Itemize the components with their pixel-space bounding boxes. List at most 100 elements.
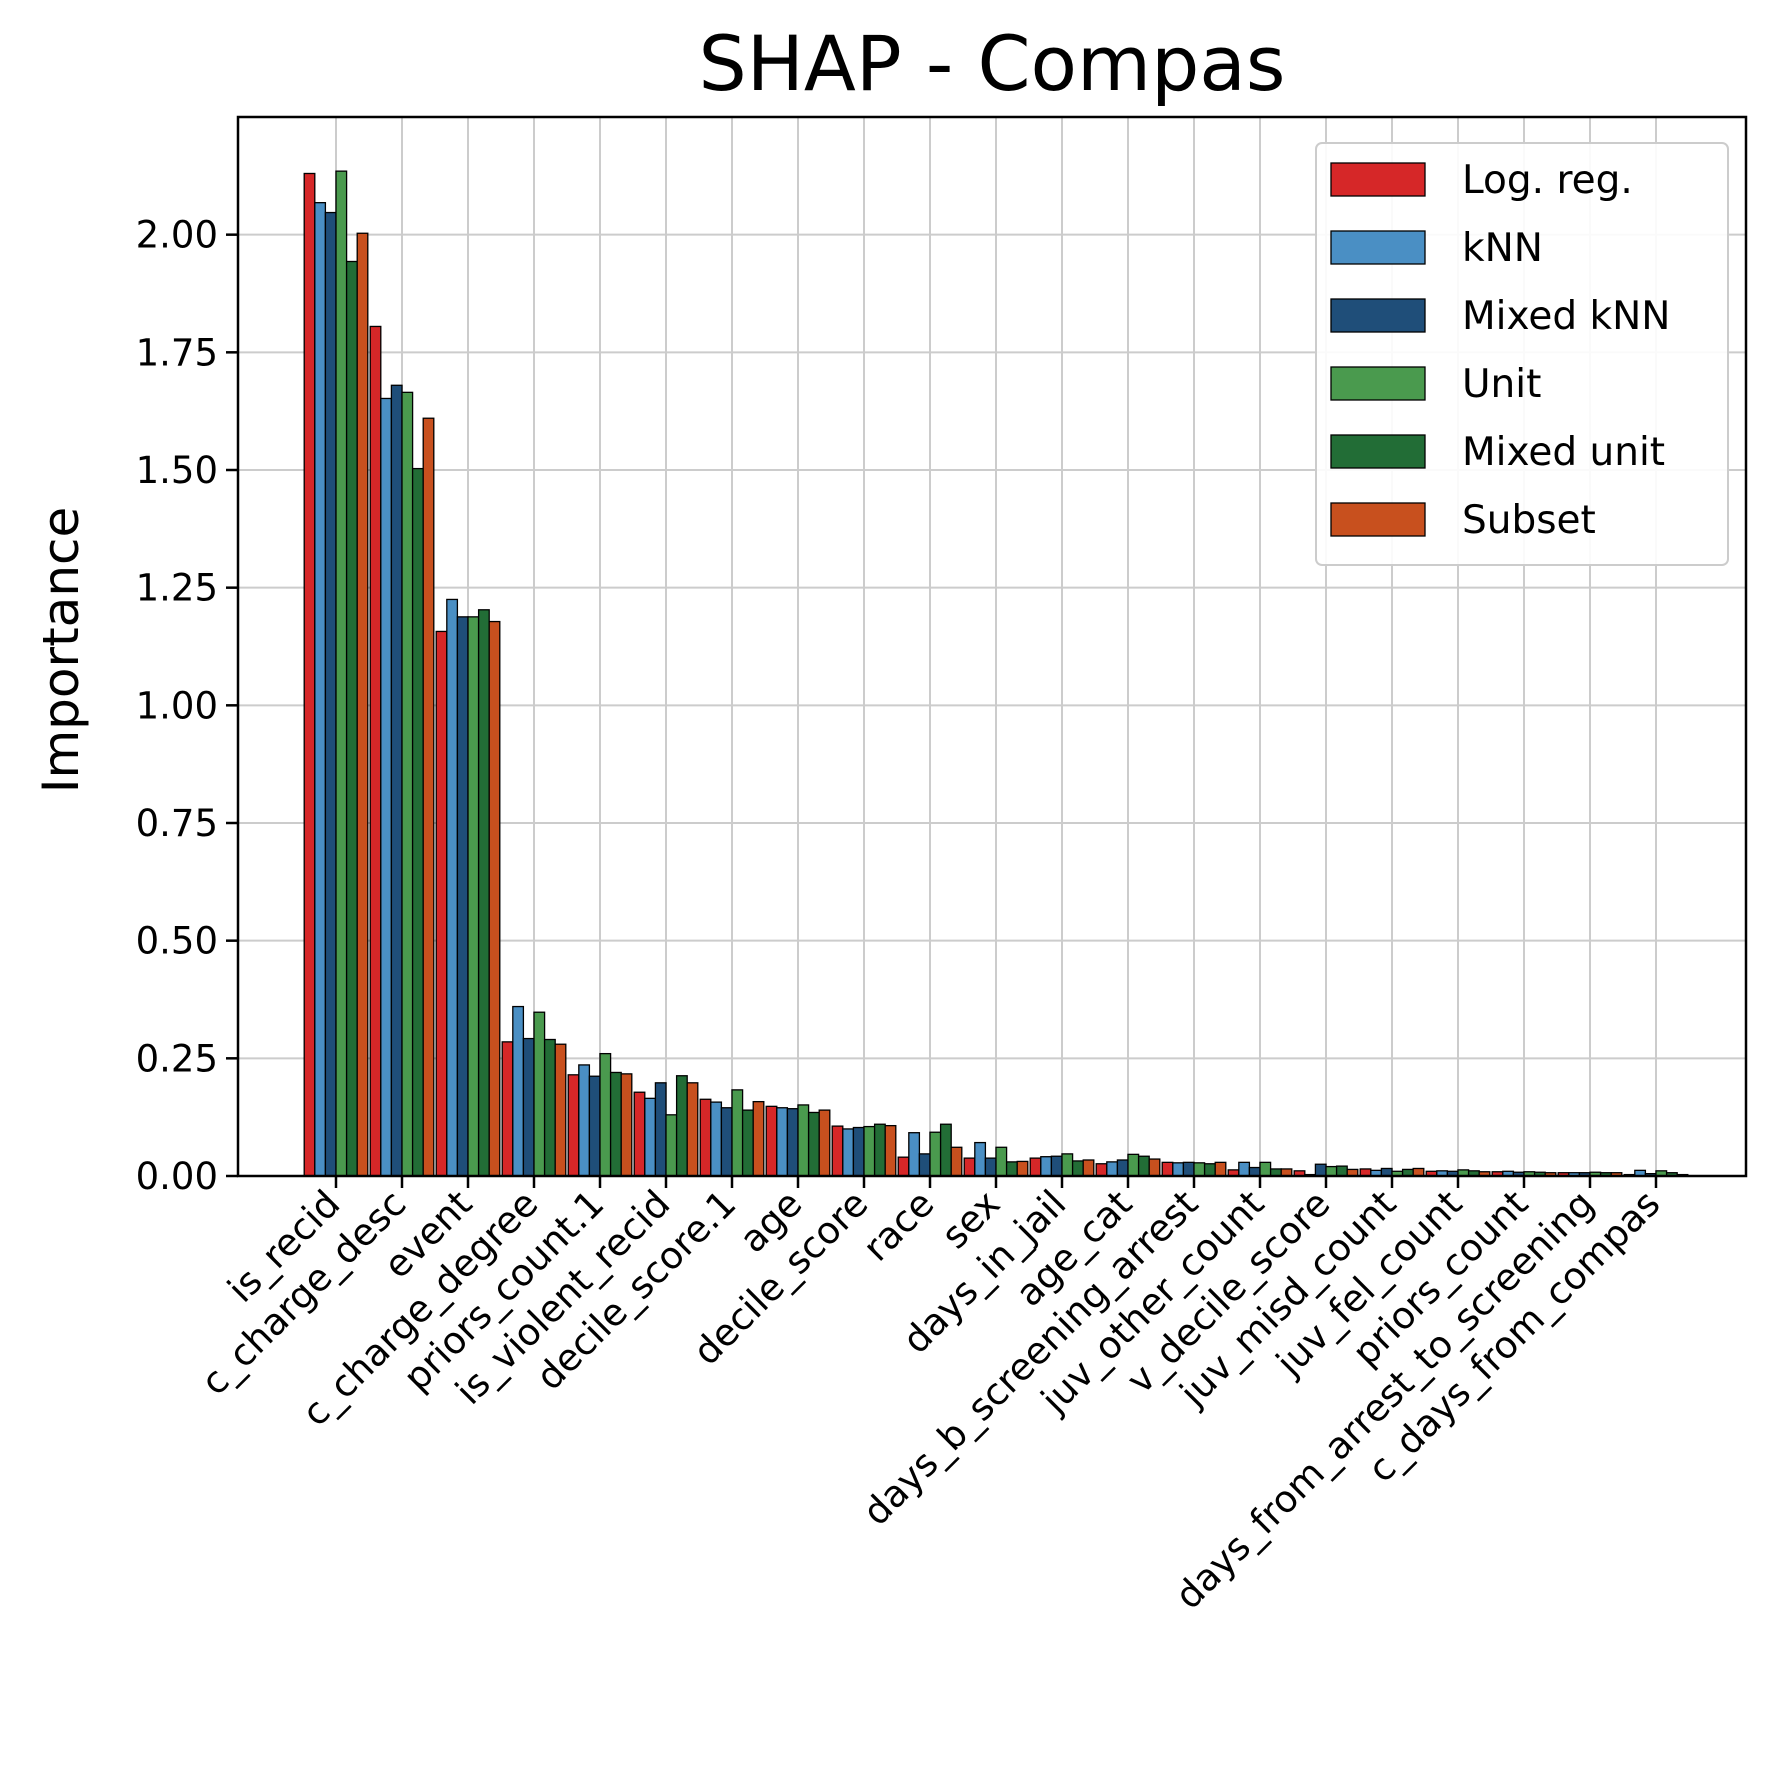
bar-3-priors_count.1 (588, 1075, 601, 1177)
legend-label: Log. reg. (1462, 158, 1633, 203)
bar-2-is_recid (314, 202, 327, 1177)
x-tick-label: race (855, 1182, 943, 1270)
bar-3-event (456, 616, 469, 1177)
bar-6-days_in_jail (1082, 1159, 1095, 1177)
bar-1-priors_count.1 (567, 1074, 580, 1177)
legend-swatch (1330, 298, 1426, 333)
bar-6-is_violent_recid (686, 1082, 699, 1177)
bar-1-days_b_screening_arrest (1161, 1161, 1174, 1177)
bar-6-days_b_screening_arrest (1214, 1161, 1227, 1177)
bar-5-decile_score (873, 1123, 886, 1177)
y-tick-label: 1.25 (136, 567, 218, 610)
bar-3-v_decile_score (1314, 1163, 1327, 1177)
legend-label: kNN (1462, 226, 1543, 271)
bar-2-c_charge_degree (512, 1005, 525, 1177)
bar-5-c_charge_desc (411, 467, 424, 1177)
legend-label: Mixed kNN (1462, 294, 1670, 339)
bar-1-is_violent_recid (633, 1091, 646, 1177)
bar-2-decile_score (842, 1128, 855, 1177)
bar-5-event (477, 609, 490, 1177)
bar-4-decile_score (863, 1125, 876, 1177)
y-tick-label: 1.75 (136, 331, 218, 374)
bar-1-c_charge_degree (501, 1041, 514, 1177)
bar-4-priors_count.1 (599, 1052, 612, 1177)
y-axis-label: Importance (32, 507, 90, 794)
bar-6-decile_score (884, 1124, 897, 1177)
x-axis-ticks: is_recidc_charge_desceventc_charge_degre… (193, 1176, 1668, 1618)
bar-1-race (897, 1156, 910, 1177)
y-tick-label: 0.00 (136, 1155, 218, 1198)
bar-5-v_decile_score (1335, 1165, 1348, 1177)
bar-2-juv_other_count (1238, 1161, 1251, 1177)
bar-3-race (918, 1153, 931, 1177)
bar-2-is_violent_recid (644, 1097, 657, 1177)
bar-6-race (950, 1146, 963, 1177)
bar-4-v_decile_score (1325, 1165, 1338, 1177)
bar-5-is_recid (345, 260, 358, 1177)
bar-1-sex (963, 1157, 976, 1177)
bar-1-event (435, 630, 448, 1177)
bar-6-age_cat (1148, 1158, 1161, 1177)
bar-1-is_recid (303, 172, 316, 1177)
bar-6-decile_score.1 (752, 1100, 765, 1177)
y-tick-label: 2.00 (136, 214, 218, 257)
bar-4-is_recid (335, 170, 348, 1177)
bar-2-sex (974, 1141, 987, 1177)
bar-5-priors_count.1 (609, 1071, 622, 1177)
legend-label: Subset (1462, 498, 1596, 543)
bar-2-age_cat (1106, 1161, 1119, 1177)
bar-3-is_violent_recid (654, 1082, 667, 1177)
bar-3-juv_other_count (1248, 1166, 1261, 1177)
legend-swatch (1330, 434, 1426, 469)
bar-6-age (818, 1109, 831, 1177)
bar-5-days_in_jail (1071, 1160, 1084, 1177)
bar-2-priors_count.1 (578, 1064, 591, 1177)
bar-4-event (467, 616, 480, 1177)
bar-5-is_violent_recid (675, 1075, 688, 1177)
bar-1-age (765, 1105, 778, 1177)
bar-6-c_charge_desc (422, 417, 435, 1177)
bar-3-c_charge_degree (522, 1037, 535, 1177)
gridlines (238, 117, 1746, 1177)
bar-5-days_b_screening_arrest (1203, 1163, 1216, 1177)
bar-2-days_b_screening_arrest (1172, 1162, 1185, 1177)
bar-3-is_recid (324, 211, 337, 1177)
plot-frame (236, 115, 1748, 1178)
y-tick-label: 1.00 (136, 684, 218, 727)
bar-4-decile_score.1 (731, 1089, 744, 1177)
legend-swatch (1330, 502, 1426, 537)
bar-3-sex (984, 1157, 997, 1177)
bar-1-decile_score (831, 1125, 844, 1177)
bar-6-is_recid (356, 232, 369, 1177)
y-tick-label: 0.75 (136, 802, 218, 845)
bar-4-race (929, 1131, 942, 1177)
bar-3-decile_score.1 (720, 1107, 733, 1177)
bar-1-decile_score.1 (699, 1098, 712, 1177)
bar-4-sex (995, 1146, 1008, 1177)
legend-swatch (1330, 366, 1426, 401)
bar-4-c_charge_desc (401, 391, 414, 1177)
legend-label: Unit (1462, 362, 1541, 407)
legend: Log. reg. kNN Mixed kNN Unit Mixed unit Subse… (1315, 142, 1729, 566)
bar-1-age_cat (1095, 1163, 1108, 1177)
bar-4-age_cat (1127, 1153, 1140, 1177)
bar-6-sex (1016, 1160, 1029, 1177)
bar-6-priors_count.1 (620, 1073, 633, 1177)
bar-3-days_in_jail (1050, 1155, 1063, 1177)
bar-6-c_charge_degree (554, 1043, 567, 1177)
bar-4-age (797, 1104, 810, 1177)
y-axis-ticks: 0.00 0.25 0.50 0.75 1.00 1.25 1.50 1.75 2.00 (136, 214, 238, 1198)
bar-1-c_charge_desc (369, 325, 382, 1177)
bar-5-age (807, 1111, 820, 1177)
y-tick-label: 0.25 (136, 1037, 218, 1080)
bar-2-age (776, 1107, 789, 1177)
bar-2-decile_score.1 (710, 1101, 723, 1177)
bar-2-race (908, 1132, 921, 1177)
bar-3-age_cat (1116, 1159, 1129, 1177)
bar-6-event (488, 620, 501, 1177)
chart-title: SHAP - Compas (699, 19, 1286, 108)
legend-swatch (1330, 162, 1426, 197)
bar-3-decile_score (852, 1126, 865, 1177)
bar-2-days_in_jail (1040, 1156, 1053, 1177)
